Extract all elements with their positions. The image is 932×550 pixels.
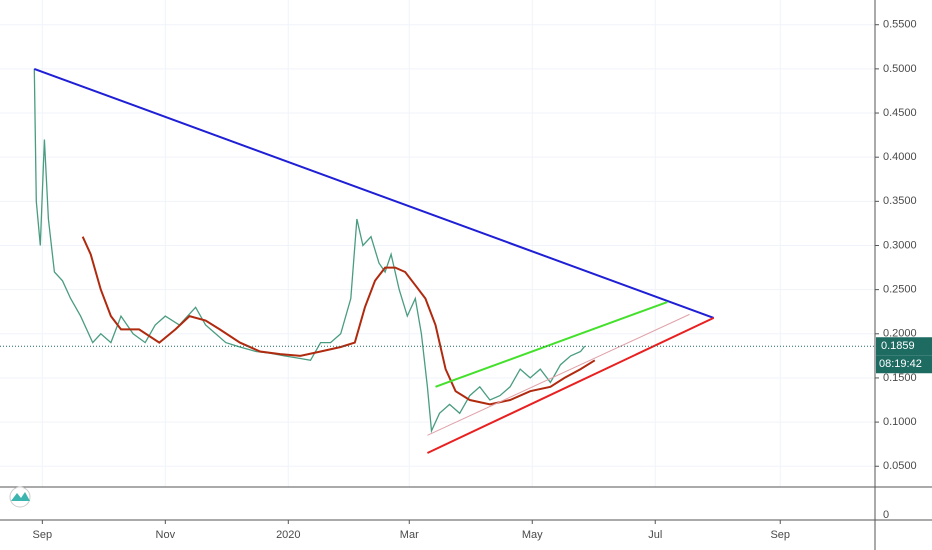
y-tick-label: 0.4000 <box>883 151 917 163</box>
y-tick-label: 0.4500 <box>883 107 917 119</box>
y-tick-label: 0.1500 <box>883 372 917 384</box>
trend-line <box>426 316 715 454</box>
last-price-label: 0.1859 <box>881 340 915 352</box>
grid <box>0 0 875 487</box>
y-tick-label: 0.3500 <box>883 195 917 207</box>
y-tick-label: 0.0500 <box>883 460 917 472</box>
x-tick-label: Mar <box>400 529 419 541</box>
logo <box>9 486 31 508</box>
y-tick-label: 0.2500 <box>883 284 917 296</box>
price-line <box>33 68 586 434</box>
last-price-tag <box>876 337 932 356</box>
y-tick-label: 0.5000 <box>883 63 917 75</box>
trend-line <box>33 67 715 319</box>
trend-line <box>427 313 690 436</box>
y-tick-label: 0.2000 <box>883 328 917 340</box>
x-tick-label: Jul <box>648 529 662 541</box>
x-tick-label: 2020 <box>276 529 300 541</box>
x-tick-label: Nov <box>156 529 176 541</box>
trend-line <box>435 301 668 388</box>
y-tick-label: 0.1000 <box>883 416 917 428</box>
price-line <box>81 236 596 406</box>
plot <box>0 67 875 454</box>
x-tick-label: Sep <box>33 529 53 541</box>
volume-tick-label: 0 <box>883 509 889 521</box>
x-tick-label: May <box>522 529 543 541</box>
y-tick-label: 0.5500 <box>883 19 917 31</box>
countdown-tag <box>876 355 932 374</box>
y-tick-label: 0.3000 <box>883 239 917 251</box>
x-tick-label: Sep <box>770 529 790 541</box>
countdown-label: 08:19:42 <box>879 358 922 370</box>
